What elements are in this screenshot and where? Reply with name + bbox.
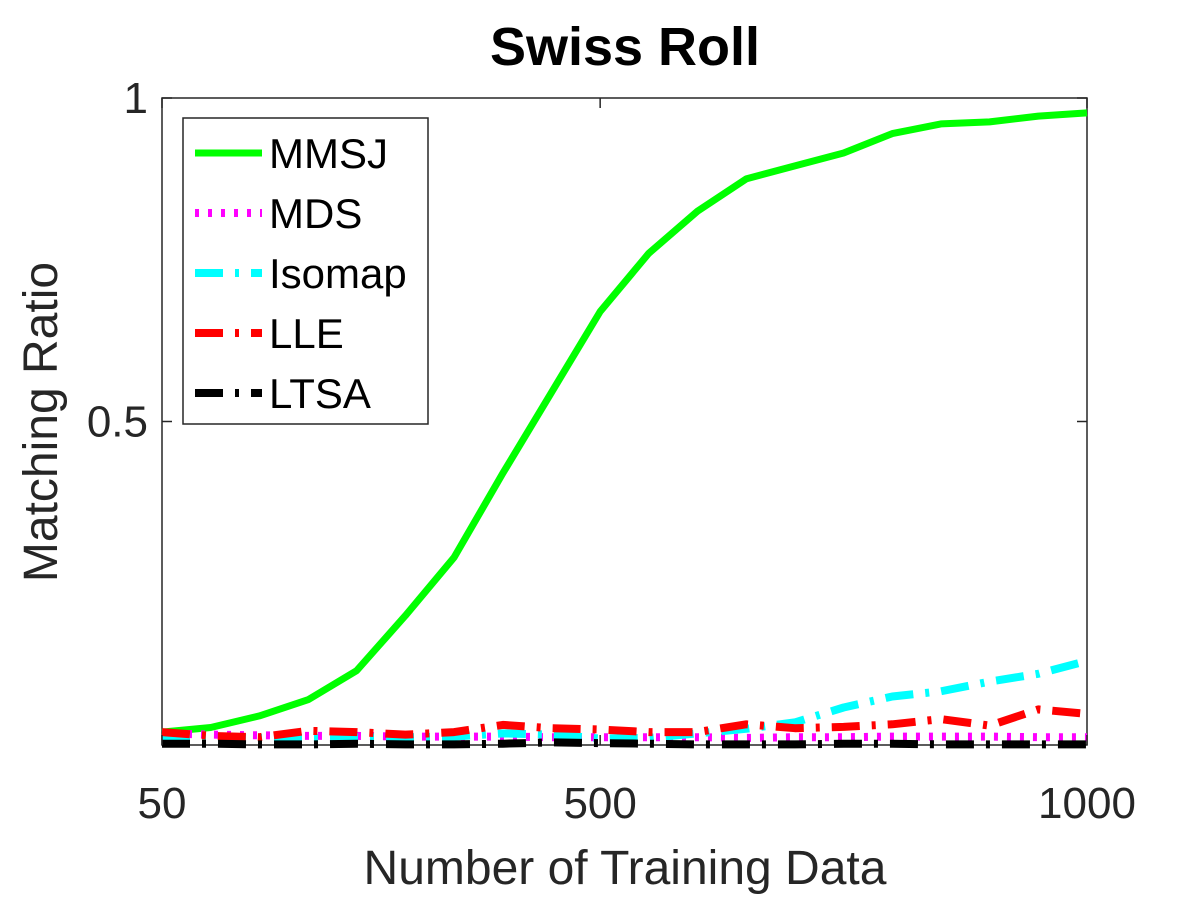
series-line-mds [161, 729, 1087, 742]
y-tick-label: 0.5 [87, 398, 148, 447]
x-tick-label: 50 [138, 779, 187, 828]
chart-title: Swiss Roll [490, 17, 760, 77]
x-tick-label: 1000 [1038, 779, 1136, 828]
legend-box [182, 117, 429, 425]
series-line-mmsj [161, 109, 1088, 736]
x-axis-label: Number of Training Data [364, 842, 887, 895]
legend-entries: MMSJ MDS Isomap LLE LTSA [195, 130, 407, 417]
legend-label-ltsa: LTSA [269, 370, 371, 417]
legend-label-mds: MDS [269, 190, 362, 237]
tick-layer: 50 500 1000 0.5 1 [87, 74, 1136, 828]
series-line-lle [161, 705, 1088, 742]
series-line-ltsa [162, 738, 1087, 749]
y-tick-label: 1 [124, 74, 148, 123]
legend: MMSJ MDS Isomap LLE LTSA [182, 117, 429, 425]
legend-label-mmsj: MMSJ [269, 130, 388, 177]
y-axis-label: Matching Ratio [15, 262, 68, 582]
x-tick-label: 500 [563, 779, 636, 828]
series-layer [161, 109, 1089, 749]
legend-label-lle: LLE [269, 310, 344, 357]
series-line-isomap [162, 657, 1089, 743]
legend-label-isomap: Isomap [269, 250, 407, 297]
